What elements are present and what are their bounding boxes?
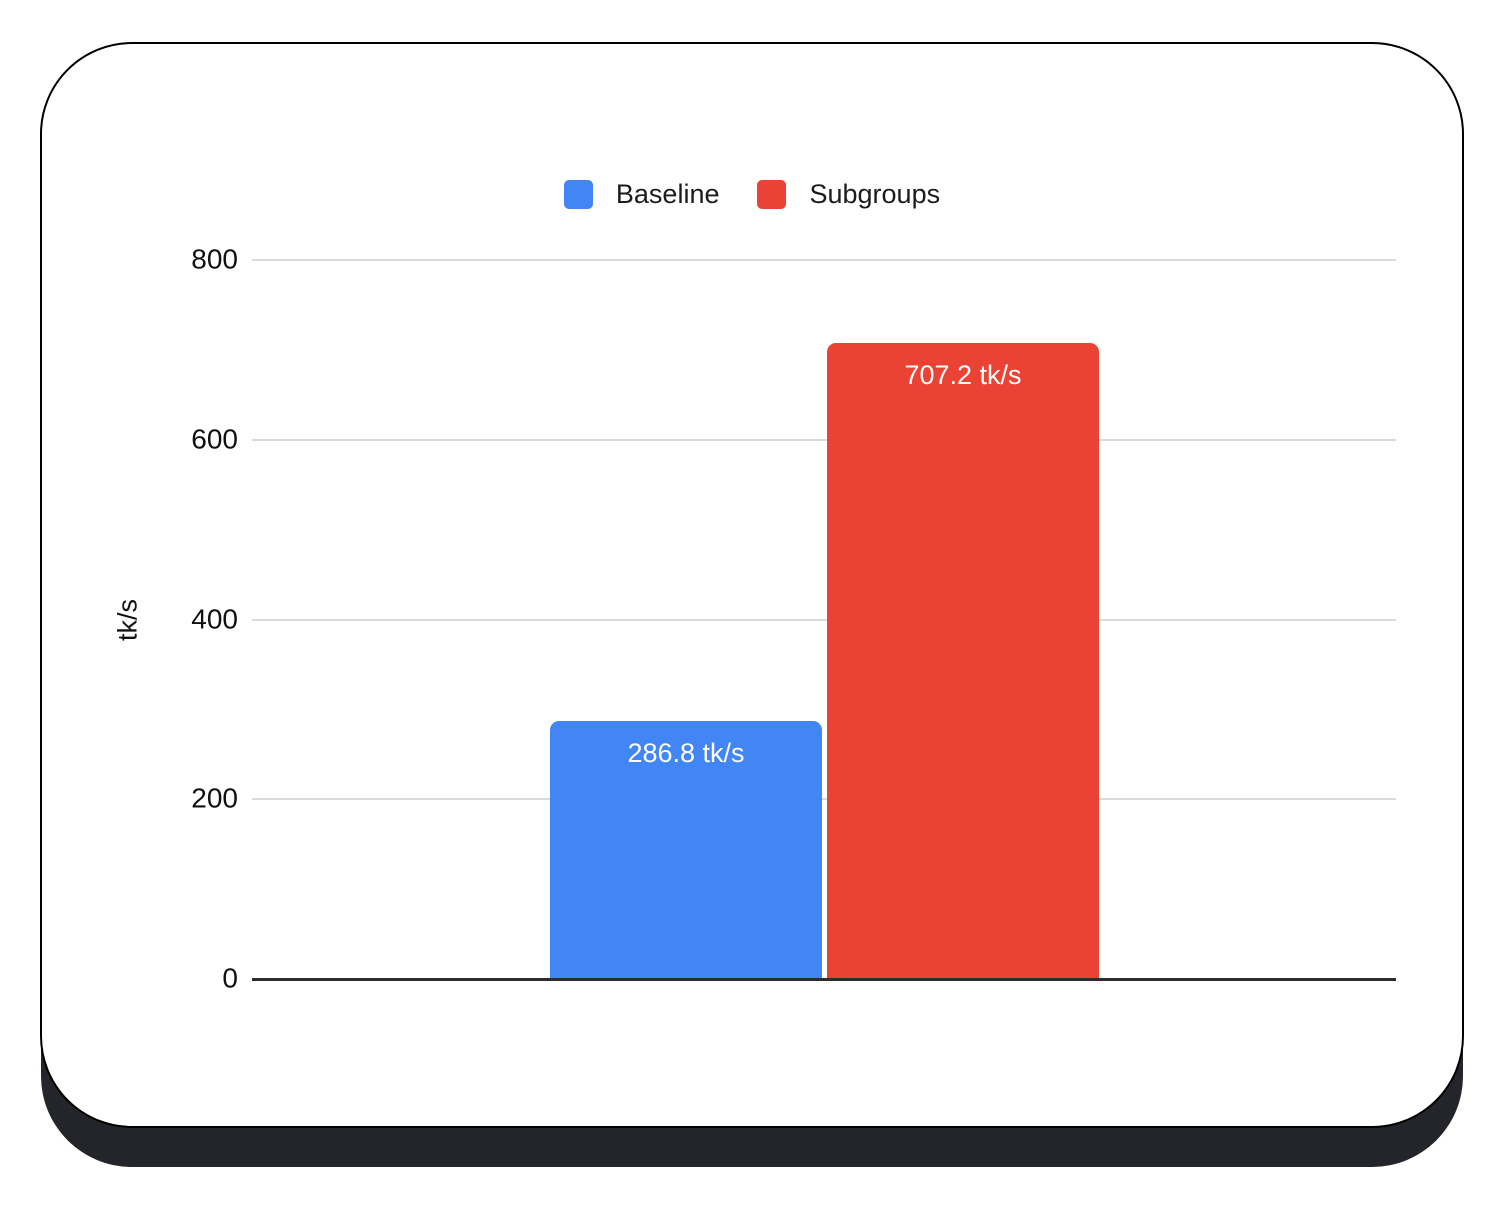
legend-swatch-icon <box>757 180 787 209</box>
y-tick-label: 600 <box>191 423 238 455</box>
plot-area: 0 200 400 600 800 286.8 tk/s 707.2 tk/s <box>191 245 1396 992</box>
bar-value-label: 707.2 tk/s <box>904 360 1022 391</box>
legend-label: Subgroups <box>809 179 941 209</box>
legend-item-baseline: Baseline <box>563 179 720 209</box>
legend-item-subgroups: Subgroups <box>757 180 940 209</box>
y-tick-label: 0 <box>222 962 238 994</box>
bar-subgroups: 707.2 tk/s <box>827 343 1099 979</box>
gridline <box>252 259 1396 261</box>
bar-baseline: 286.8 tk/s <box>550 721 822 979</box>
gridline <box>252 438 1396 441</box>
legend-label: Baseline <box>615 179 720 209</box>
chart-legend: Baseline Subgroups <box>42 180 1462 209</box>
gridline <box>252 798 1396 801</box>
y-tick-label: 400 <box>191 602 238 634</box>
y-axis-title: tk/s <box>112 598 143 642</box>
x-axis-line <box>252 978 1396 981</box>
legend-swatch-icon <box>563 180 593 209</box>
gridline <box>252 618 1396 621</box>
y-tick-label: 200 <box>191 782 238 814</box>
y-tick-label: 800 <box>191 243 238 275</box>
bar-value-label: 286.8 tk/s <box>627 738 745 769</box>
chart-card: Baseline Subgroups tk/s 0 200 400 600 800 286.… <box>40 42 1464 1128</box>
